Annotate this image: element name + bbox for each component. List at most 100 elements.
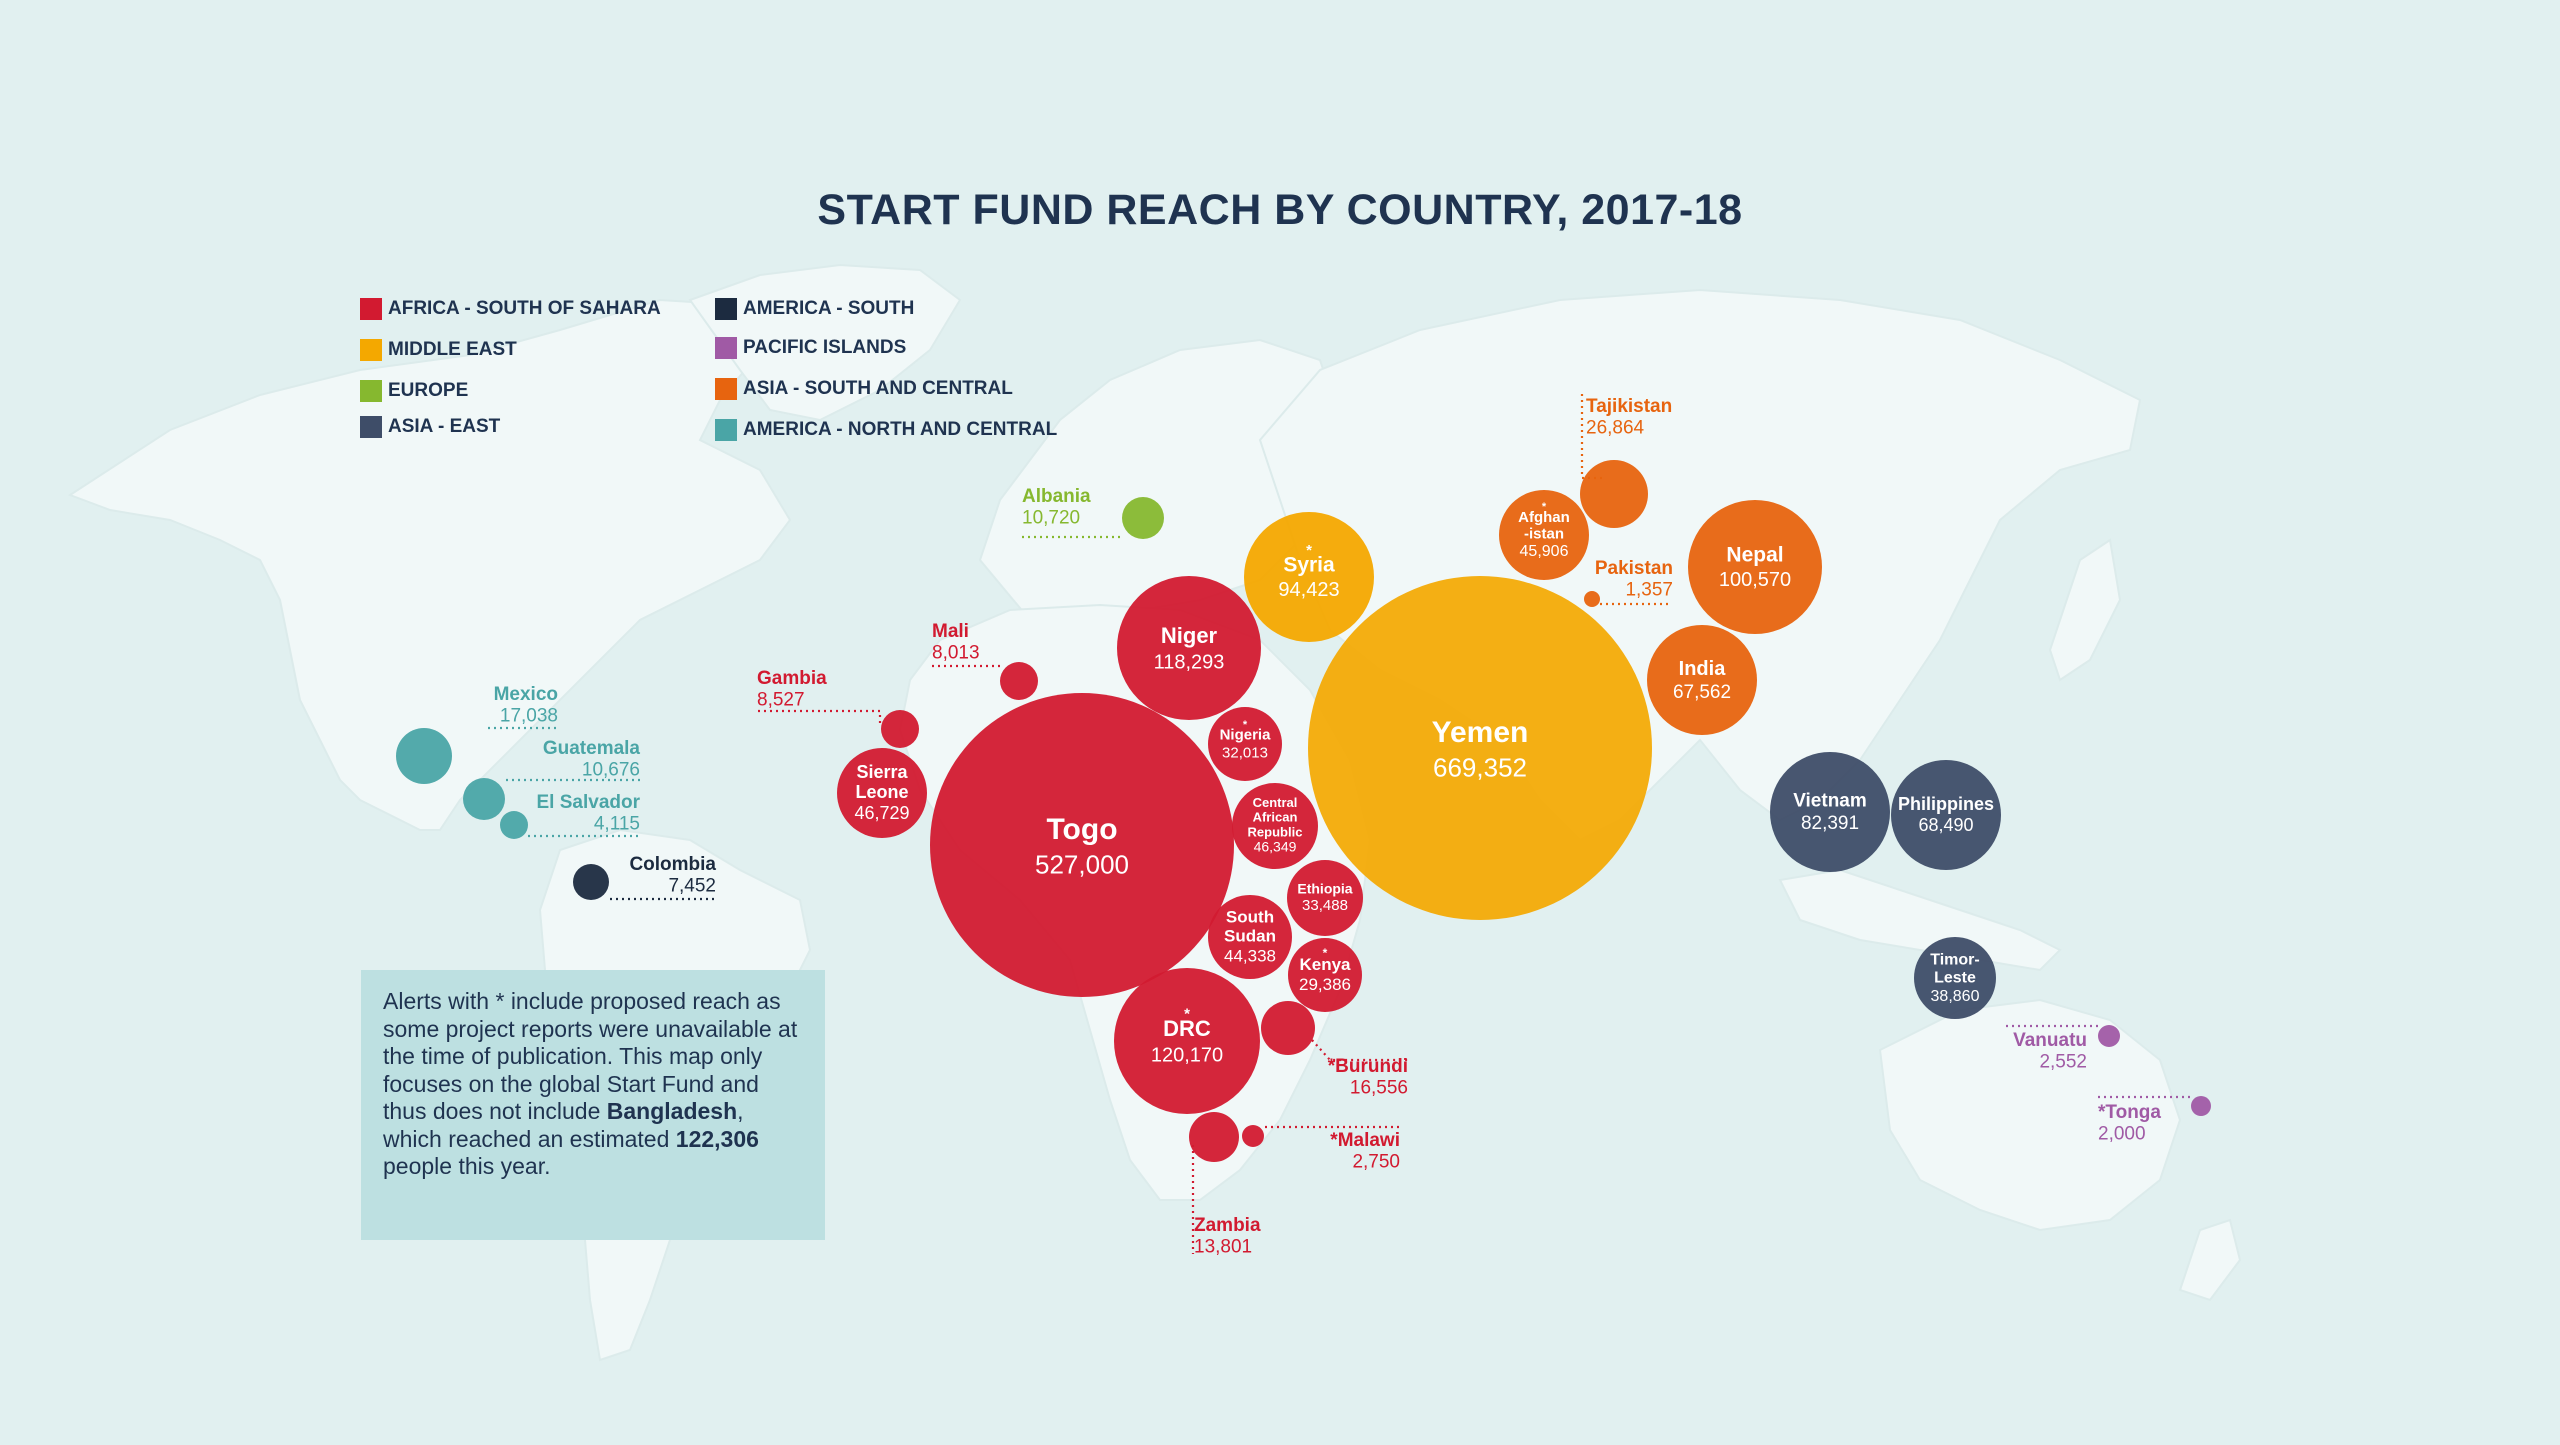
bubble-central-african-republic (1232, 783, 1318, 869)
legend-swatch-america-south (715, 298, 737, 320)
country-label-albania: Albania (1022, 486, 1091, 507)
country-label-ethiopia: Ethiopia (1297, 880, 1352, 896)
country-label-mali: Mali (932, 621, 969, 642)
country-label-central-african-republic: Central (1253, 795, 1298, 810)
legend-item-pacific-islands: PACIFIC ISLANDS (715, 335, 906, 361)
country-label-afghanistan: Afghan (1518, 509, 1570, 526)
country-label-south-sudan: South (1226, 908, 1274, 927)
bubble-mexico (396, 728, 452, 784)
country-value-mexico: 17,038 (500, 705, 558, 726)
legend-item-asia-east: ASIA - EAST (360, 414, 500, 440)
asterisk-mark: * (1243, 719, 1248, 731)
country-value-el-salvador: 4,115 (594, 813, 640, 834)
country-value-vanuatu: 2,552 (2039, 1051, 2087, 1072)
bubble-philippines (1891, 760, 2001, 870)
bubble-zambia (1189, 1112, 1239, 1162)
legend-item-asia-south-central: ASIA - SOUTH AND CENTRAL (715, 376, 1013, 402)
bubble-burundi (1261, 1001, 1315, 1055)
country-label-syria: Syria (1283, 554, 1335, 577)
bubble-mali (1000, 662, 1038, 700)
legend-item-africa-south-of-sahara: AFRICA - SOUTH OF SAHARA (360, 296, 661, 322)
asterisk-mark: * (1323, 946, 1328, 960)
country-value-zambia: 13,801 (1194, 1236, 1252, 1257)
legend-swatch-europe (360, 380, 382, 402)
bubble-guatemala (463, 778, 505, 820)
country-value-ethiopia: 33,488 (1302, 897, 1348, 914)
footnote-box: Alerts with * include proposed reach as … (361, 970, 825, 1240)
country-label-central-african-republic: African (1253, 810, 1298, 825)
bubble-vietnam (1770, 752, 1890, 872)
leader-line-tajikistan (1580, 394, 1604, 480)
country-label-india: India (1679, 658, 1727, 680)
footnote-text: Alerts with * include proposed reach as … (383, 988, 798, 1124)
legend-item-america-north-central: AMERICA - NORTH AND CENTRAL (715, 417, 1057, 443)
bubble-malawi (1242, 1125, 1264, 1147)
bubble-south-sudan (1208, 895, 1292, 979)
country-label-gambia: Gambia (757, 668, 827, 689)
legend-label: AMERICA - SOUTH (743, 298, 915, 319)
bubble-yemen (1308, 576, 1652, 920)
bubble-syria (1244, 512, 1374, 642)
country-value-togo: 527,000 (1035, 850, 1129, 880)
country-label-central-african-republic: Republic (1248, 824, 1303, 839)
country-value-pakistan: 1,357 (1625, 579, 1673, 600)
country-value-guatemala: 10,676 (582, 759, 640, 780)
legend: AFRICA - SOUTH OF SAHARA MIDDLE EAST EUR… (360, 296, 1100, 456)
legend-label: ASIA - EAST (388, 416, 501, 437)
country-value-india: 67,562 (1673, 682, 1731, 703)
legend-swatch-middle-east (360, 339, 382, 361)
country-label-zambia: Zambia (1194, 1215, 1261, 1236)
footnote-text: people this year. (383, 1153, 551, 1179)
leader-line-gambia (758, 709, 882, 727)
country-label-colombia: Colombia (629, 854, 716, 875)
footnote-country: Bangladesh (606, 1098, 738, 1124)
legend-label: AMERICA - NORTH AND CENTRAL (743, 419, 1058, 440)
country-label-burundi: *Burundi (1328, 1056, 1408, 1077)
bubble-kenya (1288, 938, 1362, 1012)
country-value-burundi: 16,556 (1350, 1077, 1408, 1098)
legend-swatch-asia-south-central (715, 378, 737, 400)
legend-label: PACIFIC ISLANDS (743, 337, 907, 358)
bubble-niger (1117, 576, 1261, 720)
country-label-togo: Togo (1046, 813, 1117, 846)
bubble-drc (1114, 968, 1260, 1114)
page-title: START FUND REACH BY COUNTRY, 2017-18 (817, 186, 1743, 234)
country-value-gambia: 8,527 (757, 689, 805, 710)
country-value-vietnam: 82,391 (1801, 813, 1859, 834)
legend-item-america-south: AMERICA - SOUTH (715, 296, 914, 322)
landmass-north-america (67, 298, 792, 831)
legend-swatch-america-north-central (715, 419, 737, 441)
legend-item-middle-east: MIDDLE EAST (360, 337, 517, 363)
country-label-mexico: Mexico (494, 684, 558, 705)
country-value-philippines: 68,490 (1918, 815, 1973, 835)
bubble-vanuatu (2098, 1025, 2120, 1047)
country-value-tonga: 2,000 (2098, 1123, 2146, 1144)
country-label-kenya: Kenya (1299, 955, 1351, 974)
bubble-sierra-leone (837, 748, 927, 838)
country-value-kenya: 29,386 (1299, 975, 1351, 994)
country-value-central-african-republic: 46,349 (1254, 839, 1297, 855)
bubble-el-salvador (500, 811, 528, 839)
landmass-indonesia (1778, 868, 2062, 972)
country-label-afghanistan: -istan (1524, 526, 1564, 543)
country-value-albania: 10,720 (1022, 507, 1080, 528)
asterisk-mark: * (1542, 501, 1547, 513)
bubble-india (1647, 625, 1757, 735)
leader-line-burundi (1311, 1039, 1408, 1062)
bubble-togo (930, 693, 1234, 997)
footnote-text: , which reached an estimated (383, 1098, 744, 1152)
country-label-nepal: Nepal (1726, 544, 1783, 567)
country-value-nepal: 100,570 (1719, 569, 1791, 591)
country-value-sierra-leone: 46,729 (854, 803, 909, 823)
country-value-afghanistan: 45,906 (1520, 543, 1569, 560)
country-value-niger: 118,293 (1154, 652, 1225, 674)
country-label-guatemala: Guatemala (543, 738, 641, 759)
country-label-tonga: *Tonga (2098, 1102, 2161, 1123)
bubble-nepal (1688, 500, 1822, 634)
bubble-tonga (2191, 1096, 2211, 1116)
landmass-australia (1878, 998, 2182, 1232)
landmass-greenland (688, 263, 962, 422)
country-value-colombia: 7,452 (668, 875, 716, 896)
bubble-timor-leste (1914, 937, 1996, 1019)
